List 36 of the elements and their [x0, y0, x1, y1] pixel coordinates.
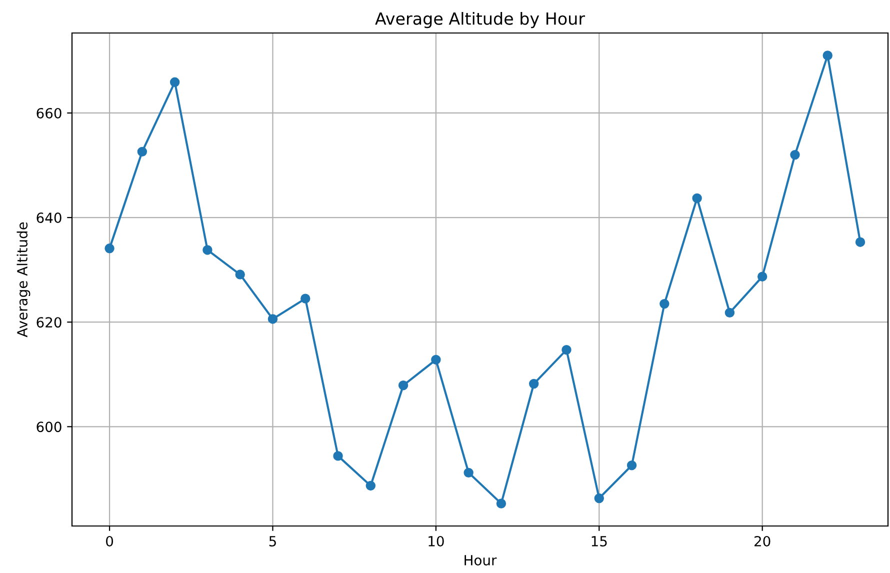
point	[202, 245, 212, 255]
point	[300, 294, 310, 304]
point	[464, 468, 474, 478]
point	[333, 451, 343, 461]
point	[692, 193, 702, 204]
point	[137, 146, 148, 157]
point	[822, 50, 832, 60]
y-tick-label: 660	[36, 108, 62, 118]
point	[594, 493, 604, 504]
point	[626, 460, 637, 470]
x-tick-label: 20	[754, 536, 770, 546]
point	[757, 272, 768, 282]
y-tick-label: 620	[36, 317, 62, 328]
point	[496, 498, 506, 508]
x-tick-label: 10	[428, 536, 444, 546]
point	[431, 354, 441, 365]
y-tick-label: 640	[36, 212, 62, 224]
x-axis-title: Hour	[464, 555, 497, 566]
point	[660, 298, 670, 309]
chart-title: Average Altitude by Hour	[375, 12, 586, 28]
x-tick-label: 0	[106, 536, 114, 546]
point	[366, 480, 376, 491]
point	[170, 77, 180, 88]
x-tick-label: 5	[269, 536, 276, 546]
point	[235, 270, 245, 280]
y-tick-label: 600	[36, 422, 62, 432]
point	[398, 380, 408, 390]
point	[268, 314, 278, 324]
point	[855, 237, 866, 247]
point	[562, 344, 572, 355]
y-axis-title: Average Altitude	[16, 222, 30, 338]
point	[724, 308, 735, 318]
x-tick-label: 15	[592, 536, 607, 546]
point	[528, 378, 539, 389]
point	[104, 244, 114, 254]
point	[790, 150, 800, 160]
